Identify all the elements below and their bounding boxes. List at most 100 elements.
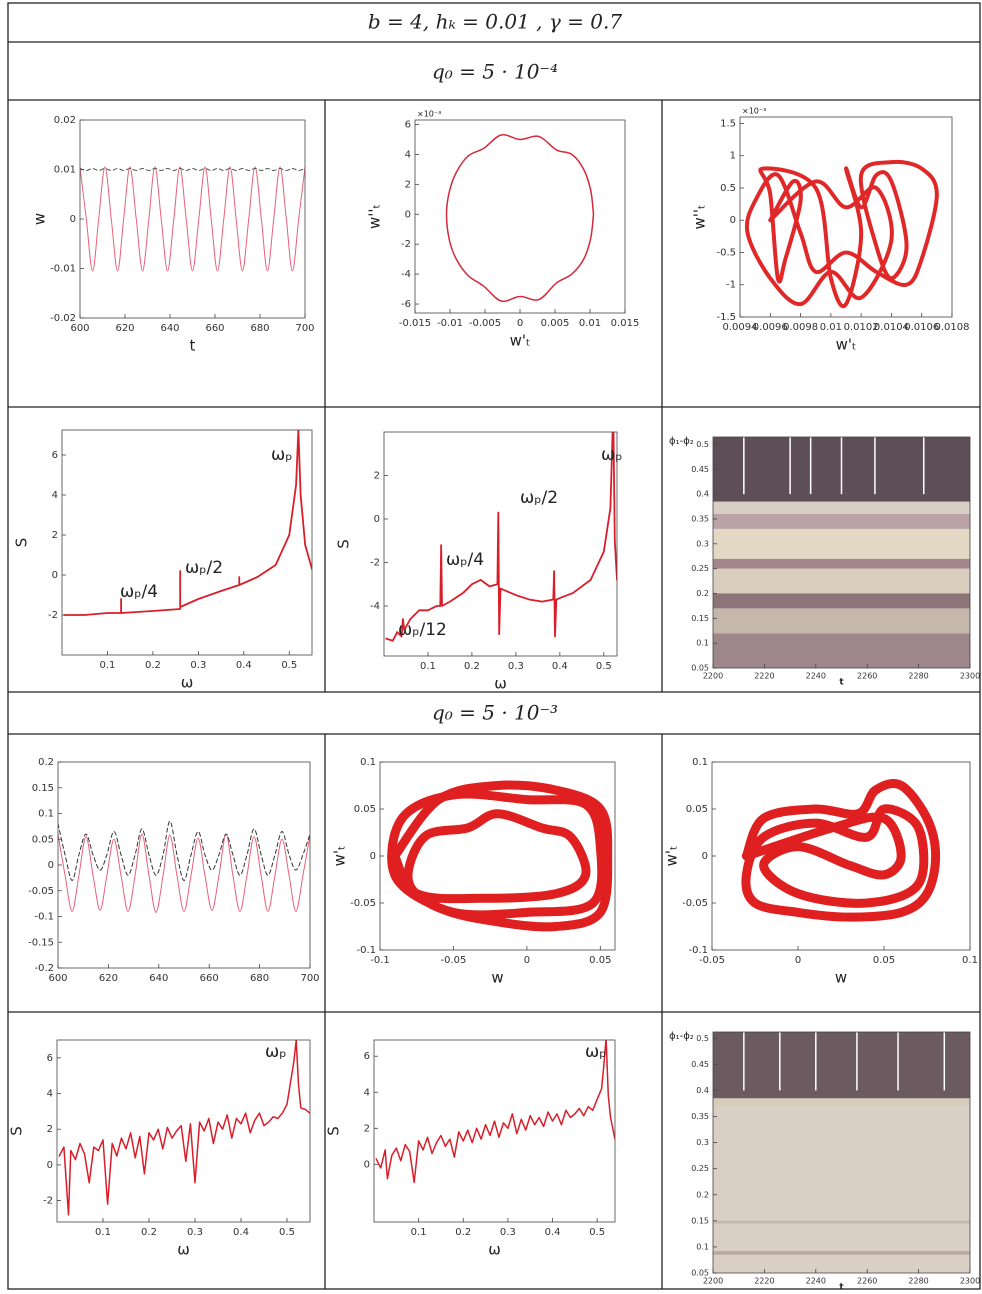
- x-tick-label: 620: [115, 323, 134, 334]
- y-tick-label: -6: [401, 299, 411, 310]
- x-tick-label: 0.4: [233, 1227, 249, 1238]
- axes-frame: [79, 119, 306, 319]
- plot-area: [744, 159, 939, 308]
- y-tick-label: 0: [405, 209, 411, 220]
- axes-frame: [61, 429, 313, 656]
- data-line: [58, 820, 310, 881]
- x-tick-label: 2300: [960, 1277, 980, 1286]
- x-tick-label: 0.005: [541, 318, 570, 329]
- x-axis-label: t: [839, 1283, 844, 1291]
- y-tick-label: 0: [702, 851, 708, 862]
- x-tick-label: 0: [524, 955, 530, 966]
- y-tick-label: 0.4: [696, 1086, 709, 1095]
- x-axis-label: ω: [494, 675, 507, 693]
- y-tick-label: 0.1: [360, 757, 376, 768]
- y-tick-label: 4: [47, 1089, 53, 1100]
- y-tick-label: 0.01: [54, 165, 76, 176]
- heat-band: [713, 501, 970, 514]
- y-tick-label: -2: [48, 610, 58, 621]
- plot-area: [63, 430, 312, 616]
- y-tick-label: 0.15: [691, 614, 709, 623]
- x-tick-label: 0.01: [579, 318, 601, 329]
- x-tick-label: 2220: [754, 1277, 774, 1286]
- x-tick-label: 680: [250, 323, 269, 334]
- y-tick-label: 0.25: [691, 1164, 709, 1173]
- heat-band: [713, 568, 970, 594]
- y-tick-label: 0.2: [696, 589, 709, 598]
- y-tick-label: 0.1: [692, 757, 708, 768]
- axes-frame: [712, 1031, 971, 1274]
- y-tick-label: 0: [730, 215, 736, 226]
- x-axis-label: ω: [181, 674, 194, 692]
- y-tick-label: -2: [43, 1196, 53, 1207]
- x-tick-label: 2240: [806, 1277, 826, 1286]
- x-tick-label: 0.0104: [874, 322, 909, 333]
- y-tick-label: 0.2: [38, 757, 54, 768]
- y-tick-label: 0.05: [691, 1269, 709, 1278]
- y-tick-label: 6: [52, 450, 58, 461]
- y-tick-label: 0.1: [38, 809, 54, 820]
- y-tick-label: 0: [370, 851, 376, 862]
- x-tick-label: 0.4: [236, 660, 252, 671]
- y-tick-label: 0.45: [691, 1060, 709, 1069]
- data-line: [387, 780, 613, 932]
- panel: 0.1 0.2 0.3 0.4 0.5 -2 0 2 4 6 ω Sωₚ: [8, 1039, 311, 1259]
- x-tick-label: 0.1: [411, 1227, 427, 1238]
- x-tick-label: 0.05: [589, 955, 611, 966]
- plot-area: [58, 820, 310, 913]
- y-tick-label: 1: [730, 151, 736, 162]
- y-tick-label: -0.05: [350, 898, 376, 909]
- table-border: [7, 2, 981, 1290]
- data-line: [58, 833, 310, 913]
- y-tick-label: 0: [364, 1159, 370, 1170]
- data-line: [63, 430, 312, 616]
- x-tick-label: 0.4: [552, 661, 568, 672]
- x-tick-label: 0.2: [141, 1227, 157, 1238]
- plot-area: [385, 432, 617, 642]
- x-tick-label: 0.0102: [844, 322, 879, 333]
- x-axis-label: w'ₜ: [510, 332, 531, 350]
- y-axis-label: S: [325, 1126, 343, 1136]
- x-tick-label: 0.01: [820, 322, 842, 333]
- x-tick-label: 0.3: [508, 661, 524, 672]
- heat-band: [713, 1220, 970, 1224]
- x-tick-label: -0.015: [399, 318, 431, 329]
- panel: 0.1 0.2 0.3 0.4 0.5 -4 -2 0 2 ω Sωₚ/12 ωₚ/4 ωₚ/2 ωₚ: [335, 431, 623, 693]
- annotation: ωₚ/2: [520, 488, 558, 508]
- x-axis-label: w'ₜ: [836, 336, 857, 354]
- x-tick-label: 640: [160, 323, 179, 334]
- y-axis-label: w''ₜ: [691, 205, 709, 230]
- y-tick-label: 0: [52, 570, 58, 581]
- x-axis-label: w: [491, 969, 503, 987]
- x-tick-label: 0.1: [420, 661, 436, 672]
- plot-area: [58, 1040, 310, 1216]
- y-tick-label: -0.15: [28, 937, 54, 948]
- annotation: ωₚ/4: [446, 550, 484, 570]
- plot-area: [713, 437, 970, 668]
- y-axis-label: ϕ₁-ϕ₂: [669, 436, 694, 447]
- y-tick-label: 0.15: [32, 783, 54, 794]
- y-tick-label: 0.5: [720, 183, 736, 194]
- x-tick-label: 0.3: [190, 660, 206, 671]
- x-axis-label: w: [835, 969, 847, 987]
- x-tick-label: 0.0096: [753, 322, 788, 333]
- x-tick-label: 0.0098: [783, 322, 818, 333]
- heat-band: [713, 633, 970, 668]
- annotation: ωₚ: [265, 1042, 287, 1062]
- x-tick-label: 600: [70, 323, 89, 334]
- data-line: [58, 1040, 310, 1216]
- y-tick-label: 0: [48, 860, 54, 871]
- y-tick-label: 0.05: [32, 834, 54, 845]
- y-tick-label: 0.45: [691, 465, 709, 474]
- axes-frame: [712, 436, 971, 669]
- y-axis-label: w'ₜ: [331, 846, 349, 867]
- y-tick-label: -0.1: [34, 912, 54, 923]
- y-axis-label: S: [335, 539, 353, 549]
- y-tick-label: 4: [405, 149, 411, 160]
- x-tick-label: 0.1: [962, 955, 978, 966]
- y-tick-label: -2: [401, 239, 411, 250]
- x-tick-label: 0.0094: [723, 322, 758, 333]
- x-tick-label: 0.015: [611, 318, 640, 329]
- plot-area: [713, 1032, 970, 1273]
